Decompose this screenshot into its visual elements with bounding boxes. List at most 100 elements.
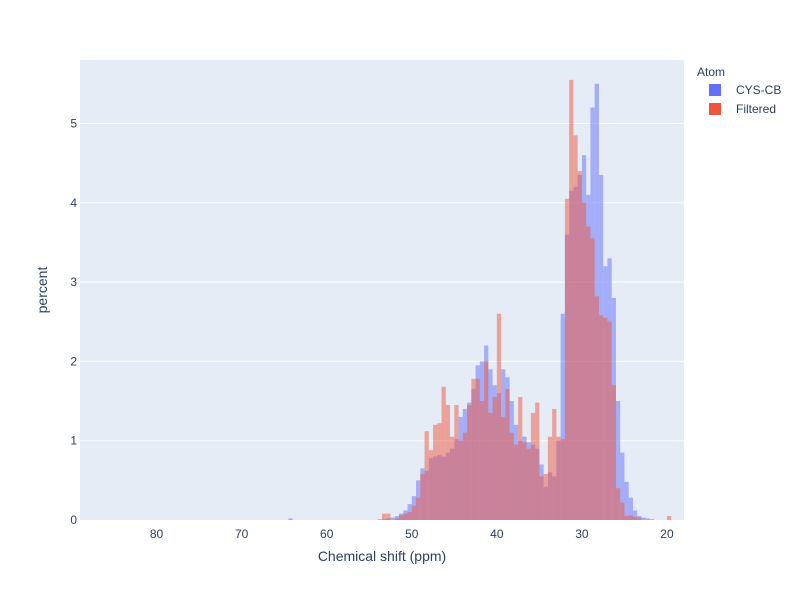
bar: [288, 518, 293, 520]
bar: [437, 423, 442, 520]
bar: [386, 513, 391, 520]
bars: [288, 79, 672, 521]
bar: [467, 405, 472, 520]
x-tick-label: 40: [490, 527, 504, 541]
x-tick-label: 80: [150, 527, 164, 541]
bar: [403, 513, 408, 520]
bar: [530, 412, 536, 520]
bar: [620, 452, 625, 520]
bar: [407, 512, 412, 520]
bar: [560, 439, 565, 520]
bar: [377, 519, 382, 520]
bar: [441, 386, 446, 520]
bar: [581, 202, 587, 521]
bar: [445, 405, 451, 520]
bar: [649, 519, 655, 520]
bar: [454, 405, 459, 520]
bar: [471, 378, 476, 520]
bar: [666, 516, 672, 520]
bar: [573, 135, 578, 520]
bar: [556, 436, 561, 520]
bar: [462, 432, 468, 520]
bar: [620, 502, 625, 520]
bar: [509, 432, 514, 520]
x-axis-title: Chemical shift (ppm): [318, 548, 446, 564]
bar: [547, 436, 553, 520]
bar: [564, 198, 570, 521]
bar: [394, 516, 400, 520]
legend-label: Filtered: [736, 102, 776, 116]
bar: [518, 397, 523, 520]
bar: [632, 510, 638, 520]
legend: Atom CYS-CB Filtered: [697, 65, 781, 116]
bar: [433, 424, 438, 520]
series-1-bars: [382, 79, 672, 521]
x-tick-label: 20: [660, 527, 674, 541]
bar: [450, 436, 455, 520]
bar: [420, 474, 425, 520]
bar: [611, 385, 616, 520]
y-tick-label: 2: [70, 354, 77, 368]
bar: [501, 416, 506, 520]
y-tick-label: 0: [70, 513, 77, 527]
legend-title: Atom: [697, 65, 725, 79]
bar: [394, 518, 400, 520]
bar: [628, 515, 633, 520]
bar: [603, 317, 608, 520]
bar: [526, 448, 531, 520]
legend-label: CYS-CB: [736, 83, 781, 97]
bar: [411, 505, 417, 520]
legend-items: CYS-CB Filtered: [709, 83, 781, 116]
bar: [552, 408, 557, 520]
y-tick-label: 5: [70, 116, 77, 130]
bar: [475, 378, 480, 520]
bar: [484, 361, 489, 520]
bar: [543, 474, 548, 520]
y-tick-label: 3: [70, 275, 77, 289]
bar: [399, 515, 404, 520]
bar: [577, 171, 582, 520]
x-tick-labels: 80 70 60 50 40 30 20: [150, 527, 674, 541]
legend-swatch: [709, 84, 721, 96]
bar: [479, 401, 485, 520]
bar: [628, 497, 633, 520]
bar: [624, 516, 629, 520]
bar: [535, 402, 540, 520]
y-tick-labels: 0 1 2 3 4 5: [70, 116, 77, 527]
bar: [539, 476, 544, 520]
y-tick-label: 4: [70, 196, 77, 210]
bar: [615, 488, 621, 520]
bar: [632, 516, 638, 520]
bar: [424, 431, 429, 520]
bar: [607, 321, 612, 520]
x-tick-label: 30: [575, 527, 589, 541]
bar: [496, 313, 502, 520]
bar: [458, 440, 463, 520]
bar: [428, 450, 434, 520]
bar: [624, 481, 629, 520]
legend-swatch: [709, 103, 721, 115]
y-axis-title: percent: [34, 267, 50, 314]
bar: [615, 401, 621, 520]
bar: [522, 442, 527, 520]
x-tick-label: 50: [405, 527, 419, 541]
bar: [390, 517, 395, 520]
bar: [590, 238, 595, 520]
bar: [416, 497, 421, 520]
bar: [492, 397, 497, 520]
bar: [594, 296, 599, 520]
bar: [505, 389, 510, 520]
bar: [382, 513, 387, 520]
bar: [488, 412, 493, 520]
bar: [598, 315, 604, 520]
bar: [641, 517, 646, 520]
bar: [513, 444, 519, 520]
bar: [637, 517, 642, 520]
x-tick-label: 60: [320, 527, 334, 541]
x-tick-label: 70: [235, 527, 249, 541]
bar: [560, 313, 565, 520]
y-tick-label: 1: [70, 434, 77, 448]
bar: [569, 79, 574, 521]
bar: [586, 226, 591, 520]
